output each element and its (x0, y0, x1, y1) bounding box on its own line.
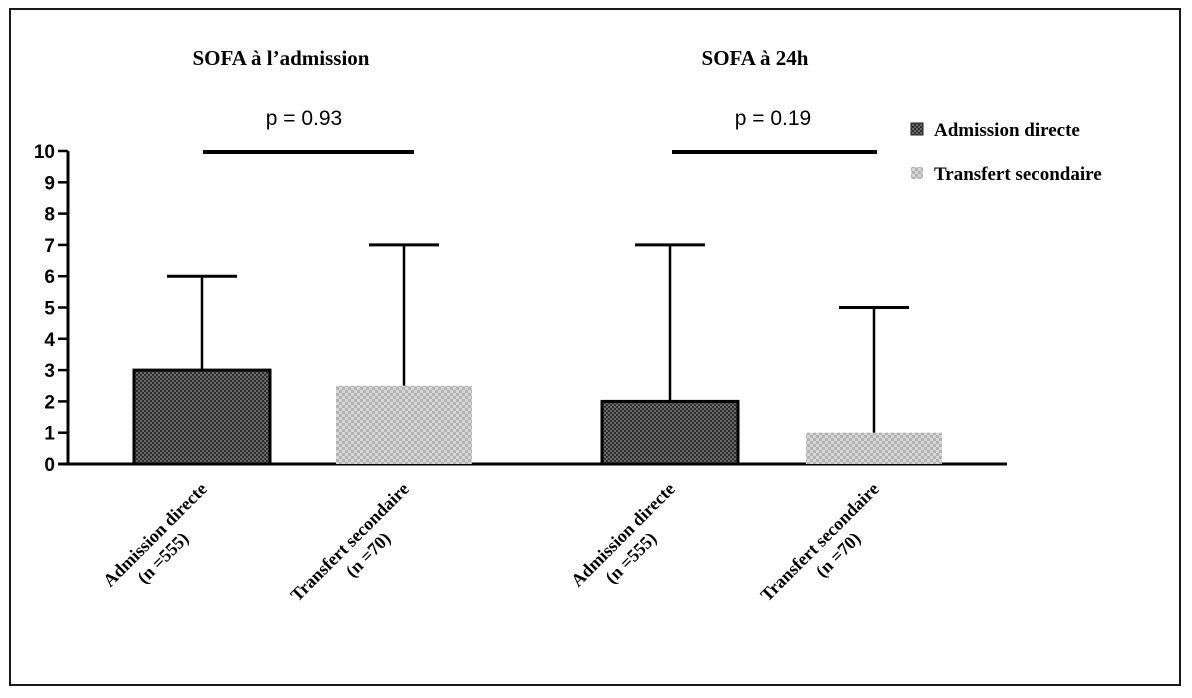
category-label: Transfert secondaire(n =70) (286, 479, 412, 605)
y-tick-label: 5 (44, 299, 55, 320)
y-tick-label: 4 (44, 330, 55, 351)
legend-label-transfert: Transfert secondaire (934, 164, 1102, 185)
bar-admission-directe (600, 399, 740, 466)
y-tick-label: 2 (44, 392, 55, 413)
legend-label-admission: Admission directe (934, 120, 1080, 141)
category-labels: Admission directe(n =555) Transfert secon… (99, 479, 883, 605)
category-label: Transfert secondaire(n =70) (756, 479, 882, 605)
y-tick-label: 9 (44, 173, 55, 194)
bar-transfert-secondaire (336, 385, 472, 464)
p-value-admission: p = 0.93 (266, 107, 342, 130)
bar-admission-directe (132, 368, 272, 466)
legend-swatch-transfert (911, 167, 923, 179)
y-tick-label: 7 (44, 236, 55, 257)
category-label: Admission directe(n =555) (99, 479, 211, 591)
y-tick-label: 10 (34, 142, 55, 163)
y-tick-label: 8 (44, 205, 55, 226)
y-tick-label: 6 (44, 267, 55, 288)
figure-frame (9, 8, 1181, 686)
bar-transfert-secondaire (806, 432, 942, 464)
bars-group (132, 243, 942, 466)
panel-title-24h: SOFA à 24h (702, 46, 809, 70)
category-label: Admission directe(n =555) (567, 479, 679, 591)
y-tick-label: 0 (44, 455, 55, 476)
legend-swatch-admission (910, 122, 924, 136)
y-axis: 0 1 2 3 4 5 6 7 8 9 10 (34, 142, 70, 476)
y-tick-label: 3 (44, 361, 55, 382)
panel-title-admission: SOFA à l’admission (193, 46, 370, 70)
p-value-24h: p = 0.19 (735, 107, 811, 130)
y-tick-label: 1 (44, 424, 55, 445)
